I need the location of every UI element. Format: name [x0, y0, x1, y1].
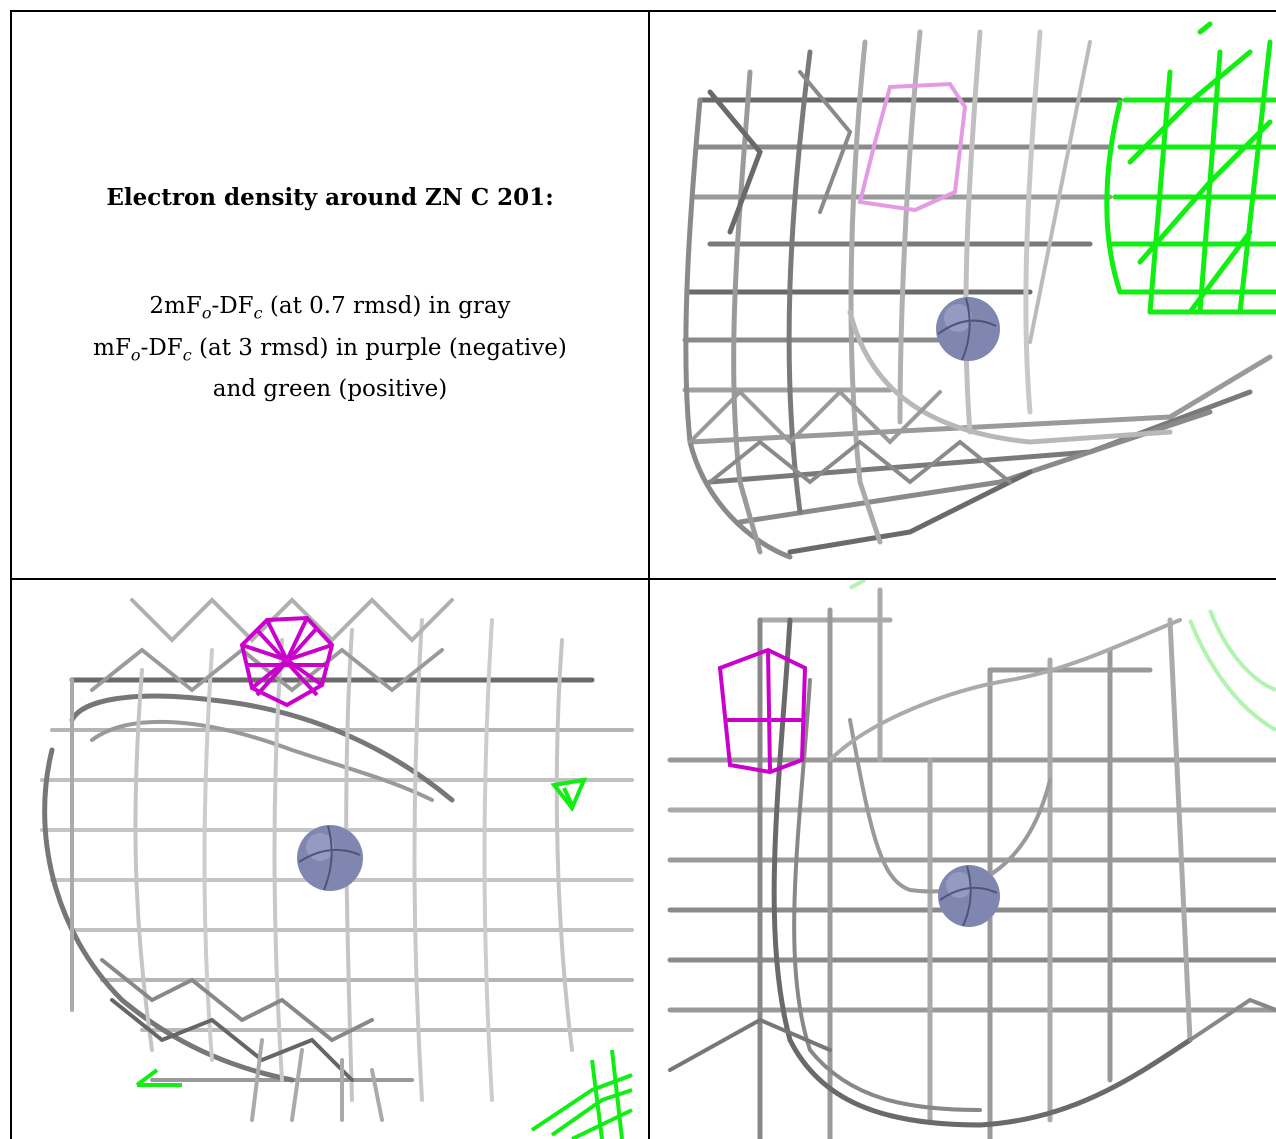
- density-view-top-right: [650, 12, 1276, 578]
- density-view-bottom-right: [650, 580, 1276, 1139]
- density-mesh-svg-2: [40, 597, 634, 1139]
- table-divider-vertical: [648, 10, 650, 1139]
- positive-density-mesh: [849, 580, 1276, 732]
- gray-density-mesh: [682, 29, 1273, 560]
- positive-density-mesh: [1104, 21, 1276, 315]
- negative-density-mesh: [239, 615, 335, 708]
- negative-density-mesh: [857, 81, 968, 213]
- caption-line-3: and green (positive): [212, 376, 448, 403]
- gray-density-mesh: [667, 587, 1276, 1139]
- positive-density-mesh: [135, 777, 633, 1139]
- caption-description: 2mFo-DFc (at 0.7 rmsd) in gray mFo-DFc (…: [93, 289, 567, 406]
- zinc-atom-icon: [936, 297, 1000, 361]
- density-view-bottom-left: [12, 580, 648, 1139]
- caption-line-1: 2mFo-DFc (at 0.7 rmsd) in gray: [149, 293, 511, 323]
- density-mesh-svg-1: [682, 21, 1276, 560]
- caption-title: Electron density around ZN C 201:: [106, 184, 554, 211]
- table-divider-horizontal: [10, 578, 1276, 580]
- density-mesh-svg-3: [667, 580, 1276, 1139]
- table-border-left: [10, 10, 12, 1139]
- zinc-atom-icon: [297, 825, 363, 891]
- caption-line-2: mFo-DFc (at 3 rmsd) in purple (negative): [93, 334, 567, 365]
- negative-density-mesh: [717, 647, 808, 775]
- zinc-atom-icon: [938, 865, 1000, 927]
- caption-panel: Electron density around ZN C 201: 2mFo-D…: [12, 12, 648, 578]
- table-border-top: [10, 10, 1276, 12]
